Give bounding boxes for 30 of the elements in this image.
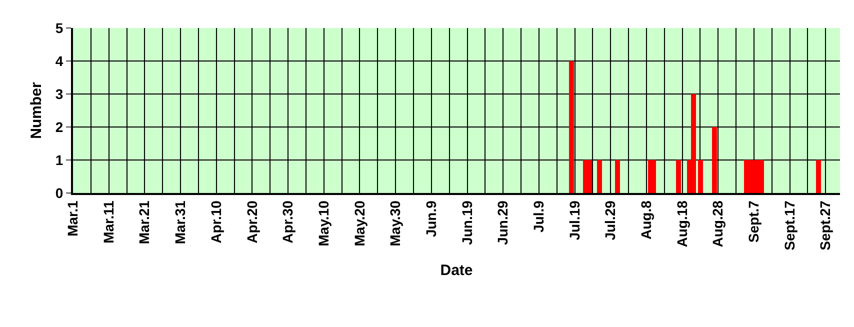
x-tick-label: Mar.11 [100, 200, 116, 244]
y-tick-label: 5 [55, 20, 64, 36]
x-tick-label: Apr.10 [208, 200, 224, 244]
x-tick-label: May.10 [315, 200, 332, 246]
x-tick-label: Sept.17 [781, 200, 798, 250]
y-tick-label: 4 [55, 52, 64, 69]
x-tick-label: May.30 [387, 200, 404, 246]
x-tick-label: Sept.27 [817, 200, 834, 250]
x-tick-label: Aug.28 [710, 200, 726, 248]
x-axis-title: Date [440, 262, 473, 279]
x-tick-label: Jul.29 [602, 200, 618, 240]
x-tick-label: Mar.21 [136, 200, 152, 244]
x-tick-label: Jun.9 [422, 200, 439, 238]
y-tick-label: 2 [55, 118, 64, 135]
x-tick-label: Mar.31 [172, 200, 188, 244]
x-tick-label: Jun.19 [458, 200, 475, 245]
x-tick-label: Aug.18 [674, 200, 690, 248]
y-axis-title: Number [28, 82, 46, 139]
y-tick-label: 3 [55, 86, 64, 102]
x-tick-label: Aug.8 [638, 200, 654, 240]
x-tick-label: Apr.30 [280, 200, 296, 244]
x-tick-label: Jul.19 [566, 200, 582, 240]
x-tick-label: May.20 [351, 200, 368, 246]
x-tick-label: Apr.20 [244, 200, 260, 244]
y-tick-label: 0 [55, 184, 64, 201]
y-tick-label: 1 [55, 152, 64, 168]
x-tick-label: Jun.29 [494, 200, 511, 245]
x-tick-label: Mar.1 [64, 200, 81, 236]
x-tick-label: Jul.9 [530, 200, 546, 233]
x-tick-label: Sept.7 [746, 200, 762, 243]
